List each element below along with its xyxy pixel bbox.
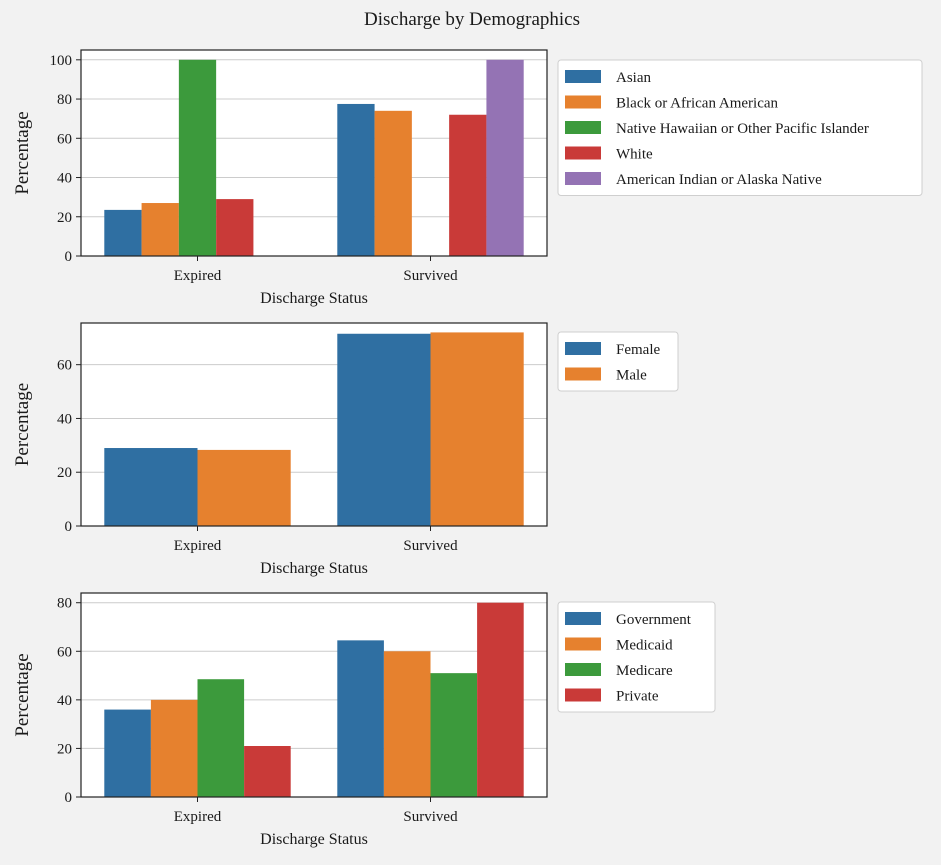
legend-swatch — [565, 367, 601, 381]
y-tick-label: 40 — [57, 693, 72, 709]
bar — [150, 699, 198, 797]
x-tick-label: Survived — [403, 538, 458, 554]
legend-label: White — [616, 147, 653, 163]
bar — [337, 333, 431, 526]
legend-swatch — [565, 342, 601, 355]
legend-swatch — [565, 688, 601, 702]
bar — [383, 651, 431, 797]
legend-label: Medicare — [616, 663, 673, 679]
y-axis-label: Percentage — [12, 111, 33, 194]
legend-label: Asian — [616, 70, 651, 86]
x-tick-label: Survived — [403, 809, 458, 825]
bar — [141, 203, 179, 256]
bar — [244, 746, 291, 797]
x-tick-label: Expired — [174, 538, 222, 554]
y-tick-label: 60 — [57, 358, 72, 374]
bar — [374, 110, 412, 256]
y-tick-label: 0 — [65, 519, 73, 535]
legend-label: Government — [616, 612, 692, 628]
legend-swatch — [565, 95, 601, 109]
legend-label: Private — [616, 689, 659, 705]
x-tick-label: Expired — [174, 268, 222, 284]
bar — [337, 640, 384, 797]
axes-frame — [80, 592, 548, 798]
legend-swatch — [565, 146, 601, 160]
legend-box — [557, 601, 716, 713]
bar — [197, 679, 245, 797]
x-axis-label: Discharge Status — [260, 560, 368, 577]
bar — [178, 59, 217, 256]
axes-frame — [80, 49, 548, 257]
legend-swatch — [565, 612, 601, 625]
legend-swatch — [565, 172, 601, 185]
legend-label: Male — [616, 368, 647, 384]
y-tick-label: 20 — [57, 741, 72, 757]
bar — [430, 332, 524, 526]
axes-frame — [80, 322, 548, 527]
legend-box — [557, 59, 923, 196]
legend-swatch — [565, 663, 601, 676]
legend-swatch — [565, 637, 601, 651]
y-tick-label: 100 — [50, 53, 73, 69]
legend-label: American Indian or Alaska Native — [616, 172, 822, 188]
x-tick-label: Survived — [403, 268, 458, 284]
bar — [430, 673, 478, 797]
bar — [449, 114, 487, 256]
legend-label: Medicaid — [616, 638, 673, 654]
bar — [197, 449, 291, 526]
bar — [337, 103, 375, 256]
legend-swatch — [565, 121, 601, 134]
x-axis-label: Discharge Status — [260, 831, 368, 848]
bar — [104, 209, 142, 256]
bar — [104, 448, 198, 526]
y-tick-label: 60 — [57, 131, 72, 147]
y-tick-label: 80 — [57, 92, 72, 108]
legend-label: Native Hawaiian or Other Pacific Islande… — [616, 121, 869, 137]
y-tick-label: 80 — [57, 596, 72, 612]
legend-swatch — [565, 70, 601, 83]
bar — [216, 199, 254, 256]
y-axis-label: Percentage — [12, 383, 33, 466]
y-tick-label: 60 — [57, 644, 72, 660]
y-tick-label: 40 — [57, 171, 72, 187]
figure-title: Discharge by Demographics — [364, 9, 580, 30]
bar — [104, 709, 151, 797]
y-tick-label: 40 — [57, 411, 72, 427]
bar — [486, 59, 524, 256]
y-tick-label: 0 — [65, 790, 73, 806]
legend-label: Black or African American — [616, 96, 779, 112]
x-tick-label: Expired — [174, 809, 222, 825]
x-axis-label: Discharge Status — [260, 290, 368, 307]
y-tick-label: 20 — [57, 210, 72, 226]
y-tick-label: 0 — [65, 249, 73, 265]
bar — [477, 602, 524, 797]
y-axis-label: Percentage — [12, 653, 33, 736]
legend-label: Female — [616, 342, 660, 358]
y-tick-label: 20 — [57, 465, 72, 481]
